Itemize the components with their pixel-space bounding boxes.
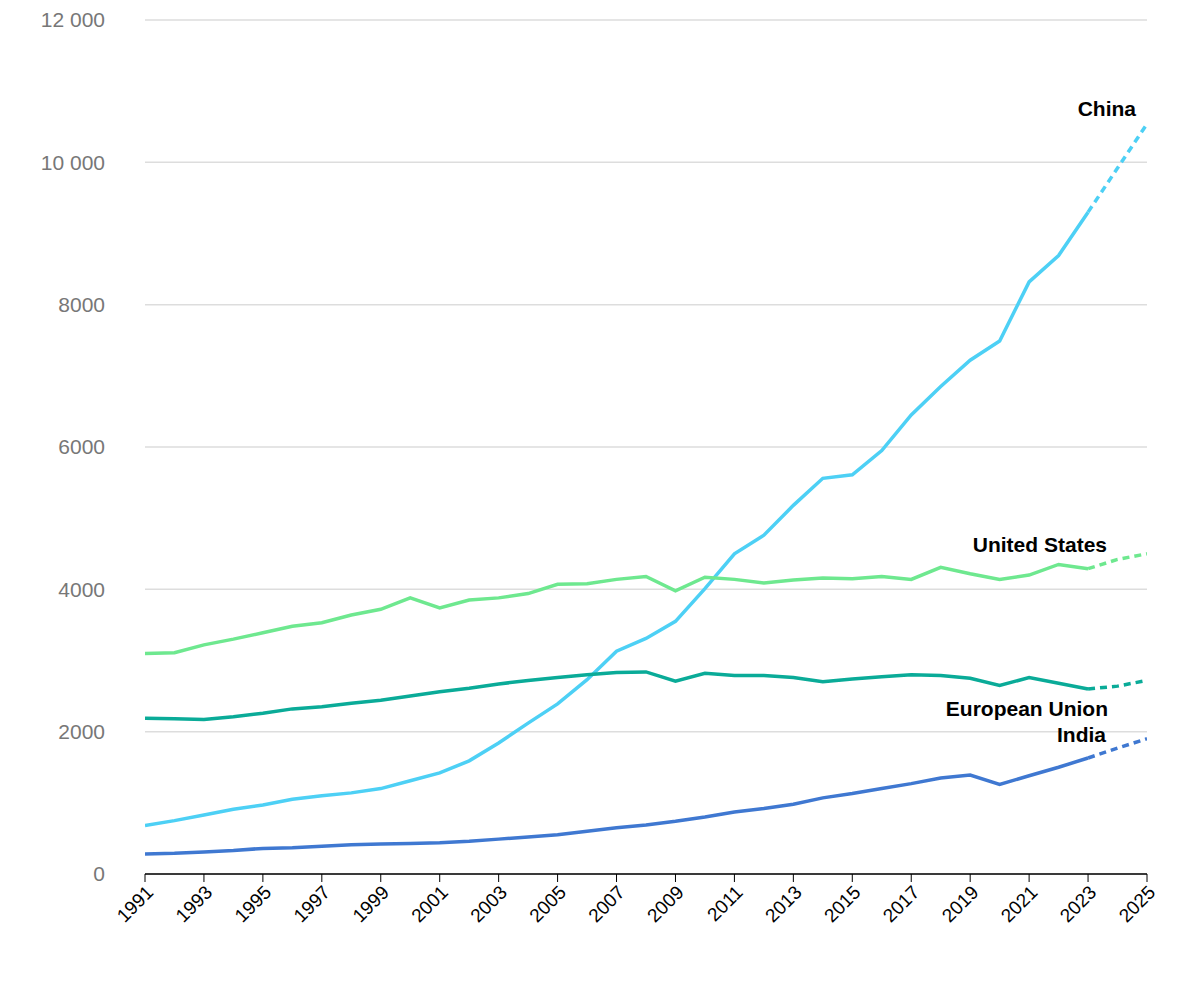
svg-text:1991: 1991: [113, 882, 158, 927]
svg-text:10 000: 10 000: [41, 151, 105, 174]
svg-text:2017: 2017: [879, 882, 924, 927]
svg-text:2013: 2013: [761, 882, 806, 927]
svg-text:2007: 2007: [584, 882, 629, 927]
svg-text:2023: 2023: [1056, 882, 1101, 927]
svg-text:1995: 1995: [231, 882, 276, 927]
svg-text:2025: 2025: [1115, 882, 1160, 927]
svg-text:1999: 1999: [348, 882, 393, 927]
svg-text:India: India: [1057, 723, 1106, 746]
svg-text:2019: 2019: [938, 882, 983, 927]
svg-text:4000: 4000: [58, 578, 105, 601]
svg-text:2011: 2011: [703, 882, 747, 926]
svg-text:1993: 1993: [172, 882, 217, 927]
svg-text:6000: 6000: [58, 435, 105, 458]
svg-text:2000: 2000: [58, 720, 105, 743]
svg-text:2003: 2003: [466, 882, 511, 927]
svg-text:2021: 2021: [997, 882, 1042, 927]
svg-text:0: 0: [93, 862, 105, 885]
svg-text:8000: 8000: [58, 293, 105, 316]
svg-text:European Union: European Union: [946, 697, 1108, 720]
svg-text:2015: 2015: [820, 882, 865, 927]
svg-text:2005: 2005: [525, 882, 570, 927]
svg-text:United States: United States: [973, 533, 1107, 556]
svg-text:1997: 1997: [289, 882, 334, 927]
svg-text:2009: 2009: [643, 882, 688, 927]
svg-text:12 000: 12 000: [41, 8, 105, 31]
svg-text:2001: 2001: [407, 882, 452, 927]
svg-text:China: China: [1078, 97, 1137, 120]
